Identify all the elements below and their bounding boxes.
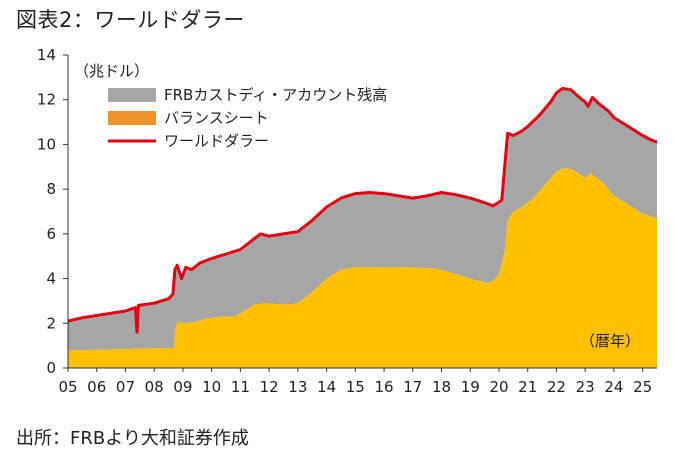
x-unit-label: （暦年）: [580, 332, 640, 350]
x-tick-label: 06: [87, 378, 106, 396]
x-tick-label: 10: [202, 378, 221, 396]
x-tick-label: 23: [576, 378, 595, 396]
y-tick-label: 12: [37, 91, 56, 109]
chart-areas: [68, 88, 657, 368]
x-tick-label: 07: [116, 378, 135, 396]
chart-axes: [63, 54, 657, 372]
world-dollar-line: [67, 87, 658, 334]
x-tick-label: 11: [231, 378, 250, 396]
x-tick-label: 16: [375, 378, 394, 396]
source-note: 出所：FRBより大和証券作成: [16, 428, 249, 449]
x-tick-label: 20: [489, 378, 508, 396]
x-tick-label: 05: [58, 378, 77, 396]
legend-label-world_dollar: ワールドダラー: [164, 132, 269, 150]
figure-title: 図表2：ワールドダラー: [16, 8, 245, 32]
x-tick-labels: 05 06 07 08 09 10 11 12 13 14 15 16 17 18 19 20 21 22 23 24…: [58, 378, 652, 396]
legend-label-custody: FRBカストディ・アカウント残高: [164, 86, 387, 104]
x-tick-label: 18: [432, 378, 451, 396]
x-tick-label: 13: [288, 378, 307, 396]
x-tick-label: 25: [633, 378, 652, 396]
y-tick-label: 4: [46, 270, 56, 288]
x-tick-label: 14: [317, 378, 336, 396]
y-tick-label: 6: [46, 225, 56, 243]
custody-area: [68, 88, 657, 351]
x-tick-label: 24: [604, 378, 623, 396]
x-tick-label: 09: [173, 378, 192, 396]
legend-swatch-custody: [108, 88, 156, 102]
y-unit-label: （兆ドル）: [74, 62, 149, 80]
balance-sheet-area: [68, 167, 657, 368]
x-tick-label: 22: [547, 378, 566, 396]
y-tick-label: 2: [46, 314, 56, 332]
x-tick-label: 19: [461, 378, 480, 396]
y-tick-label: 10: [37, 135, 56, 153]
x-tick-label: 17: [403, 378, 422, 396]
x-tick-label: 08: [145, 378, 164, 396]
legend-swatch-balance_sheet: [108, 111, 156, 125]
chart-lines: [67, 87, 658, 334]
x-tick-label: 12: [260, 378, 279, 396]
y-tick-labels: 0 2 4 6 8 10 12 14: [37, 46, 56, 377]
y-tick-label: 14: [37, 46, 56, 64]
y-tick-label: 8: [46, 180, 56, 198]
x-tick-label: 21: [518, 378, 537, 396]
legend-label-balance_sheet: バランスシート: [164, 109, 269, 127]
y-tick-label: 0: [46, 359, 56, 377]
x-tick-label: 15: [346, 378, 365, 396]
